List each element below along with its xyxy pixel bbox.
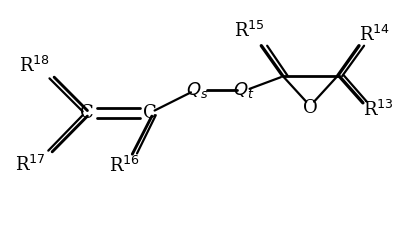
- Text: R$^{16}$: R$^{16}$: [109, 156, 140, 176]
- Text: C: C: [143, 104, 157, 122]
- Text: R$^{15}$: R$^{15}$: [234, 21, 265, 41]
- Text: R$^{18}$: R$^{18}$: [19, 55, 50, 76]
- Text: R$^{14}$: R$^{14}$: [359, 25, 390, 45]
- Text: $Q_s$: $Q_s$: [186, 80, 208, 100]
- Text: R$^{13}$: R$^{13}$: [363, 100, 394, 120]
- Text: O: O: [303, 98, 318, 117]
- Text: C: C: [81, 104, 94, 122]
- Text: R$^{17}$: R$^{17}$: [15, 155, 46, 175]
- Text: $Q_t$: $Q_t$: [233, 80, 255, 100]
